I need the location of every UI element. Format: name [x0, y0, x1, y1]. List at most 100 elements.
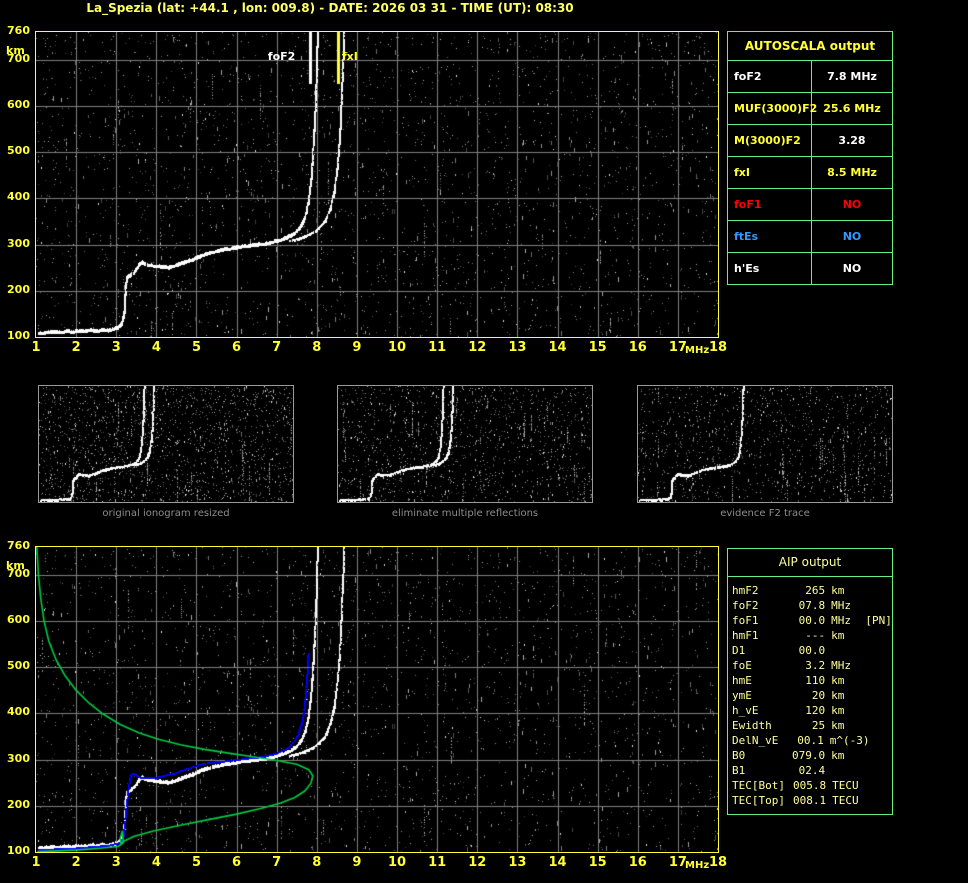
autoscala-param-value: 8.5 MHz: [827, 166, 877, 179]
autoscala-row: fxI 8.5 MHz: [728, 157, 892, 189]
bottom-ionogram-x-tick-label: 7: [272, 855, 282, 870]
aip-param-value: 25: [811, 719, 826, 732]
frequency-marker-label-fof2: foF2: [267, 50, 296, 63]
bottom-ionogram-x-tick-label: 1: [31, 855, 41, 870]
aip-param-unit: [831, 763, 865, 778]
aip-param-unit: m^(-3): [829, 734, 870, 747]
aip-param-name: hmE: [732, 674, 752, 687]
top-ionogram-x-tick-label: 2: [71, 340, 81, 355]
bottom-ionogram-x-tick-label: 16: [628, 855, 647, 870]
aip-row: TEC[Top] 008.1 TECU: [732, 793, 892, 808]
aip-param-value: 265: [805, 584, 826, 597]
bottom-ionogram-x-tick-label: 14: [548, 855, 567, 870]
bottom-ionogram-x-tick-label: 5: [191, 855, 201, 870]
top-ionogram-x-tick-label: 3: [111, 340, 121, 355]
aip-param-name: DelN_vE: [732, 734, 779, 747]
top-ionogram-x-tick-label: 13: [508, 340, 527, 355]
bottom-ionogram-x-tick-label: 11: [428, 855, 447, 870]
aip-param-extra: [865, 748, 892, 763]
bottom-ionogram-panel[interactable]: [0, 543, 726, 878]
aip-param-extra: [865, 688, 892, 703]
aip-param-unit: km: [831, 704, 845, 717]
autoscala-param-value: NO: [842, 262, 862, 275]
autoscala-param-value: NO: [842, 230, 862, 243]
top-ionogram-x-tick-label: 10: [388, 340, 407, 355]
top-ionogram-x-tick-label: 11: [428, 340, 447, 355]
bottom-ionogram-y-tick-label: 600: [7, 612, 30, 626]
aip-param-unit: MHz: [831, 659, 852, 672]
aip-param-extra: [865, 763, 892, 778]
aip-row: foE 3.2 MHz: [732, 658, 892, 673]
aip-param-value: 00.0: [798, 644, 826, 657]
top-ionogram-y-tick-label: 400: [7, 190, 30, 204]
bottom-ionogram-plot-area[interactable]: [35, 546, 719, 853]
top-ionogram-y-axis-unit: km: [6, 44, 25, 57]
bottom-ionogram-y-tick-label: 760: [7, 539, 30, 552]
top-ionogram-x-tick-label: 9: [352, 340, 362, 355]
bottom-ionogram-x-tick-label: 6: [232, 855, 242, 870]
autoscala-param-label: foF1: [728, 189, 812, 220]
aip-param-extra: [865, 628, 892, 643]
aip-header: AIP output: [728, 549, 892, 577]
bottom-ionogram-x-tick-label: 17: [668, 855, 687, 870]
aip-param-unit: km: [831, 689, 845, 702]
aip-param-name: h_vE: [732, 704, 759, 717]
aip-param-value: 02.4: [798, 764, 826, 777]
aip-output-panel: AIP output hmF2 265 km foF2 07.8 MHz foF1 00.0 M…: [727, 548, 893, 815]
autoscala-param-value: NO: [842, 198, 862, 211]
aip-param-value: 008.1: [793, 794, 827, 807]
bottom-ionogram-y-tick-label: 400: [7, 705, 30, 719]
top-ionogram-panel[interactable]: [0, 28, 726, 363]
thumbnail-caption-2: evidence F2 trace: [720, 508, 810, 519]
aip-row: Ewidth 25 km: [732, 718, 892, 733]
top-ionogram-y-tick-label: 200: [7, 282, 30, 296]
bottom-ionogram-x-tick-label: 10: [388, 855, 407, 870]
thumbnail-evidence-f2-trace[interactable]: [637, 385, 893, 503]
aip-param-value: 3.2: [805, 659, 826, 672]
thumbnail-eliminate-multiple-reflections[interactable]: [337, 385, 593, 503]
top-ionogram-x-tick-label: 5: [191, 340, 201, 355]
autoscala-row: M(3000)F2 3.28: [728, 125, 892, 157]
bottom-ionogram-x-tick-label: 9: [352, 855, 362, 870]
aip-row: D1 00.0: [732, 643, 892, 658]
autoscala-row: foF1 NO: [728, 189, 892, 221]
top-ionogram-plot-area[interactable]: [35, 31, 719, 338]
bottom-ionogram-x-tick-label: 2: [71, 855, 81, 870]
aip-param-extra: [866, 733, 892, 748]
aip-param-unit: km: [831, 584, 845, 597]
aip-row: TEC[Bot] 005.8 TECU: [732, 778, 892, 793]
top-ionogram-x-tick-label: 16: [628, 340, 647, 355]
aip-param-extra: [PN]: [865, 614, 892, 627]
top-ionogram-x-tick-label: 1: [31, 340, 41, 355]
autoscala-param-label: M(3000)F2: [728, 125, 812, 156]
aip-param-name: foF1: [732, 614, 759, 627]
aip-param-value: 005.8: [793, 779, 827, 792]
aip-param-name: ymE: [732, 689, 752, 702]
bottom-ionogram-y-tick-label: 200: [7, 797, 30, 811]
top-ionogram-y-tick-label: 760: [7, 24, 30, 37]
aip-param-name: TEC[Top]: [732, 794, 785, 807]
aip-param-value: 079.0: [792, 749, 826, 762]
aip-row: hmE 110 km: [732, 673, 892, 688]
autoscala-rows: foF2 7.8 MHz MUF(3000)F2 25.6 MHz M(3000)F2 3…: [728, 61, 892, 284]
top-ionogram-x-tick-label: 17: [668, 340, 687, 355]
autoscala-row: MUF(3000)F2 25.6 MHz: [728, 93, 892, 125]
aip-param-name: foF2: [732, 599, 759, 612]
aip-param-value: 00.0: [798, 614, 826, 627]
autoscala-row: h'Es NO: [728, 253, 892, 284]
aip-param-unit: TECU: [832, 794, 859, 807]
aip-param-name: D1: [732, 644, 746, 657]
autoscala-param-label: MUF(3000)F2: [728, 93, 817, 124]
aip-row: hmF1 --- km: [732, 628, 892, 643]
top-ionogram-x-tick-label: 14: [548, 340, 567, 355]
bottom-ionogram-y-tick-label: 100: [7, 844, 30, 857]
top-ionogram-canvas: [36, 32, 718, 337]
thumbnail-original-ionogram[interactable]: [38, 385, 294, 503]
aip-row: ymE 20 km: [732, 688, 892, 703]
aip-param-name: B0: [732, 749, 746, 762]
aip-row: hmF2 265 km: [732, 583, 892, 598]
aip-param-unit: km: [831, 629, 845, 642]
autoscala-param-value: 25.6 MHz: [823, 102, 881, 115]
aip-param-extra: [866, 793, 892, 808]
top-ionogram-y-tick-label: 500: [7, 144, 30, 158]
